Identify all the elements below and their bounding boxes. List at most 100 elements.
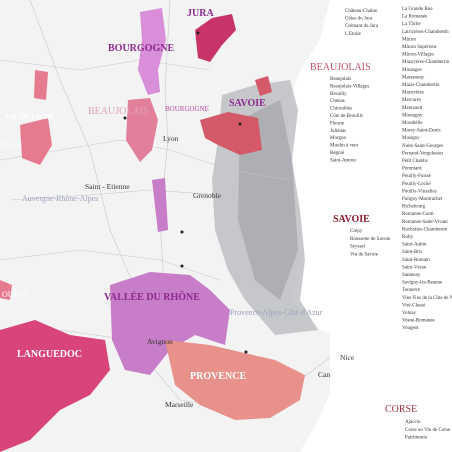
legend-item: Richebourg (402, 205, 426, 210)
legend-item: Vin de Savoie (350, 252, 379, 257)
region-label: OUEST (2, 290, 28, 299)
legend-item: Mazoyères (402, 91, 424, 96)
legend-item: Volnay (402, 311, 417, 316)
legend-item: Vins Fins de la Côte de Nuits (402, 296, 452, 301)
legend-item: Roussette de Savoie (350, 237, 391, 242)
legend-item: Rully (402, 235, 414, 240)
savoie-region (255, 76, 272, 96)
rhone-north (152, 178, 168, 232)
legend-item: Brouilly (330, 92, 347, 97)
savoie-region (200, 112, 262, 155)
sud-ouest-region (0, 280, 12, 300)
legend-item: Régnié (330, 151, 345, 156)
legend-title: BEAUJOLAIS (310, 62, 371, 73)
legend-item: Château-Chalon (345, 9, 378, 14)
legend-item: Pommard (402, 167, 422, 172)
legend-item: Mâcon Supérieur (402, 45, 437, 50)
legend-item: Monthélie (402, 121, 423, 126)
legend-item: Saint-Amour (330, 158, 356, 163)
rhone-region (110, 272, 230, 375)
region-label: VALLÉE DU RHÔNE (104, 290, 200, 303)
legend-item: Mâcon-Villages (402, 53, 434, 58)
city-label: Lyon (163, 134, 179, 143)
legend-item: Crépy (350, 229, 363, 234)
legend-item: Pouilly-Vinzelles (402, 189, 437, 194)
legend-title: CORSE (385, 404, 417, 415)
region-label: BOURGOGNE (165, 105, 209, 113)
city-label: Grenoble (193, 191, 222, 200)
region-label: BEAUJOLAIS (88, 106, 149, 117)
city-label: Avignon (147, 337, 173, 346)
legend-item: Romanée-Conti (402, 212, 434, 217)
legend-item: Pouilly-Loché (402, 182, 431, 187)
legend-item: La Romanée (402, 15, 428, 20)
region-label: PROVENCE (190, 371, 246, 382)
legend-item: Puligny-Montrachet (402, 197, 443, 202)
legend-item: Crémant du Jura (345, 24, 379, 29)
city-label: ferrand (0, 140, 22, 149)
legend-item: Morgon (330, 136, 347, 141)
legend-item: Chénas (330, 99, 345, 104)
legend-item: Ruchottes-Chambertin (402, 227, 448, 232)
legend-item: Nuits-Saint-Georges (402, 144, 443, 149)
legend-item: Vougeot (402, 326, 419, 331)
legend-item: Morey-Saint-Denis (402, 129, 441, 134)
region-label: SAVOIE (229, 98, 266, 109)
map-area: JURA BOURGOGNE BEAUJOLAIS BOURGOGNE SAVO… (0, 0, 340, 452)
bourgogne-region (138, 8, 166, 95)
languedoc-region (0, 320, 110, 452)
legend-item: Côte de Brouilly (330, 114, 364, 119)
legend-item: Montagny (402, 113, 423, 118)
city-label: Cannes (318, 370, 340, 379)
region-label: VAL DE LOIRE (5, 113, 55, 121)
legend-item: Ajaccio (405, 420, 421, 425)
jura-region (195, 14, 236, 62)
legend-item: Mazis-Chambertin (402, 83, 440, 88)
legend-item: Fleurie (330, 121, 345, 126)
region-label: BOURGOGNE (108, 43, 174, 54)
legend-item: Meursault (402, 106, 423, 111)
legend-item: Chiroubles (330, 107, 352, 112)
admin-label: Provence-Alpes-Côte d'Azur (230, 308, 323, 317)
legend-item: La Grande Rue (402, 7, 433, 12)
legend-item: Santenay (402, 273, 421, 278)
loire-region (20, 118, 52, 165)
legend-item: Côtes du Jura (345, 17, 373, 22)
legend-title: SAVOIE (333, 214, 370, 225)
legend-item: Mazoyères-Chambertin (402, 60, 450, 65)
points (123, 31, 248, 354)
region-label: LANGUEDOC (17, 349, 82, 360)
legend-item: La Tâche (402, 22, 421, 27)
legend-item: Juliénas (330, 129, 346, 134)
legend-item: Saint-Véran (402, 265, 427, 270)
region-label: JURA (187, 8, 214, 19)
legend-item: Petit Chablis (402, 159, 428, 164)
legend-item: Beaujolais (330, 77, 351, 82)
legend-item: Moulin à vent (330, 144, 359, 149)
legend-item: Pouilly-Fuissé (402, 174, 432, 179)
city-label: Marseille (165, 400, 194, 409)
legend-item: Latricières-Chambertin (402, 30, 449, 35)
legend-item: Mercurey (402, 98, 422, 103)
legend-item: Savigny-lès-Beaune (402, 281, 443, 286)
legend-item: Marsannay (402, 75, 425, 80)
loire-region (34, 70, 48, 100)
legend-item: Musigny (402, 136, 420, 141)
legend-item: Viré-Clessé (402, 303, 426, 308)
legend-item: Patrimonio (405, 436, 428, 441)
legend-item: Corse ou Vin de Corse (405, 428, 451, 433)
legend-lists: Château-Chalon Côtes du Jura Crémant du Ju… (330, 7, 452, 441)
legend-item: Maranges (402, 68, 422, 73)
legend-item: L'Etoile (345, 32, 362, 37)
legend-item: Mâcon (402, 37, 416, 42)
beaujolais-region (126, 98, 158, 162)
provence-region (165, 340, 305, 420)
city-label: Nice (340, 353, 355, 362)
legend-item: Pernand-Vergelesses (402, 151, 443, 156)
legend-item: Saint-Aubin (402, 243, 427, 248)
city-label: Saint - Etienne (85, 182, 130, 191)
legend-item: Saint-Bris (402, 250, 422, 255)
legend-item: Saint-Romain (402, 258, 430, 263)
legend-item: Seyssel (350, 245, 366, 250)
